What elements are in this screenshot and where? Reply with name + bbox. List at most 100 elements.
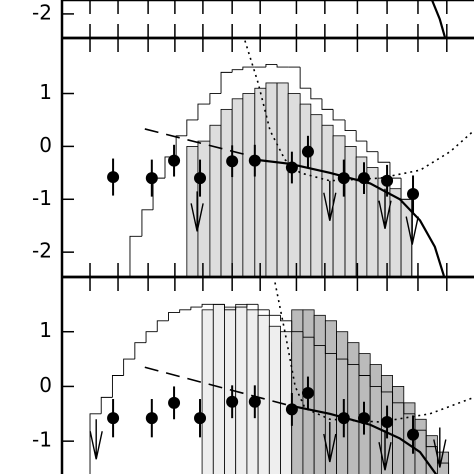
upper-limit — [433, 427, 447, 468]
hist-bar — [235, 303, 248, 474]
panel — [107, 40, 474, 277]
point — [407, 187, 420, 200]
point — [337, 412, 350, 425]
hist-step — [265, 63, 278, 68]
upper-limit — [89, 419, 103, 460]
hist-step — [257, 304, 270, 311]
hist-step — [425, 430, 438, 448]
point — [248, 395, 261, 408]
curve — [144, 366, 291, 407]
hist-bar — [336, 331, 349, 474]
point — [107, 171, 120, 184]
point — [381, 174, 394, 187]
hist-step — [141, 209, 154, 237]
point — [107, 412, 120, 425]
point — [248, 154, 261, 167]
curve — [144, 128, 256, 158]
hist-step — [129, 235, 142, 277]
hist-step — [310, 88, 322, 100]
point — [194, 412, 207, 425]
point — [285, 161, 298, 174]
hist-step — [231, 69, 243, 73]
hist-bar — [231, 98, 244, 277]
point — [145, 412, 158, 425]
hist-step — [332, 109, 346, 121]
hist-step — [380, 386, 393, 393]
point — [168, 154, 181, 167]
hist-bar — [389, 188, 402, 277]
upper-limit — [378, 188, 392, 229]
hist-step — [220, 71, 233, 94]
point — [337, 172, 350, 185]
hist-step — [242, 66, 255, 70]
hist-bar — [369, 364, 382, 474]
hist-bar — [242, 93, 256, 277]
hist-step — [134, 342, 147, 360]
hist-bar — [313, 314, 326, 474]
hist-step — [336, 353, 348, 360]
hist-step — [209, 93, 222, 105]
curve — [430, 0, 447, 38]
hist-bar — [347, 342, 360, 474]
y-tick-label: -2 — [32, 0, 52, 24]
point — [381, 416, 394, 428]
hist-step — [358, 364, 371, 376]
hist-step — [175, 135, 187, 157]
hist-step — [156, 320, 169, 332]
hist-bar — [299, 103, 312, 277]
point — [357, 172, 370, 185]
panel — [89, 282, 474, 474]
point — [407, 428, 420, 441]
y-tick-label: -1 — [32, 428, 52, 452]
hist-step — [190, 306, 203, 310]
hist-bar — [265, 82, 278, 277]
upper-limit — [378, 430, 392, 471]
panel — [430, 0, 447, 38]
hist-bar — [276, 82, 289, 277]
hist-step — [168, 312, 180, 321]
hist-step — [313, 337, 326, 346]
hist-step — [145, 331, 158, 343]
hist-step — [197, 103, 210, 120]
hist-bar — [310, 114, 323, 277]
point — [168, 396, 181, 409]
hist-bar — [414, 418, 427, 474]
hist-step — [224, 304, 236, 311]
hist-step — [268, 309, 281, 316]
hist-step — [355, 130, 367, 142]
hist-step — [179, 309, 191, 313]
hist-step — [392, 391, 404, 404]
hist-step — [89, 413, 102, 474]
hist-bar — [254, 87, 267, 277]
hist-bar — [321, 124, 334, 277]
hist-step — [377, 151, 390, 163]
point — [301, 145, 314, 158]
hist-bar — [212, 303, 225, 474]
y-tick-label: 1 — [39, 318, 52, 342]
point — [285, 403, 298, 416]
hist-step — [246, 303, 259, 308]
hist-step — [276, 64, 289, 68]
hist-bar — [332, 135, 346, 277]
y-tick-label: -1 — [32, 186, 52, 210]
hist-bar — [246, 309, 259, 474]
point — [226, 155, 239, 168]
hist-bar — [291, 309, 304, 474]
hist-step — [389, 162, 402, 179]
hist-step — [299, 67, 311, 89]
hist-step — [100, 396, 113, 414]
hist-bar — [220, 108, 233, 277]
point — [226, 395, 239, 408]
hist-step — [344, 119, 357, 131]
hist-step — [324, 345, 337, 355]
hist-step — [291, 320, 303, 333]
hist-step — [186, 119, 198, 136]
hist-bar — [201, 309, 214, 474]
hist-step — [280, 315, 292, 322]
upper-limit — [323, 422, 337, 463]
y-tick-label: 1 — [39, 80, 52, 104]
hist-step — [403, 402, 416, 415]
y-tick-label: -2 — [32, 239, 52, 263]
hist-step — [366, 141, 379, 153]
